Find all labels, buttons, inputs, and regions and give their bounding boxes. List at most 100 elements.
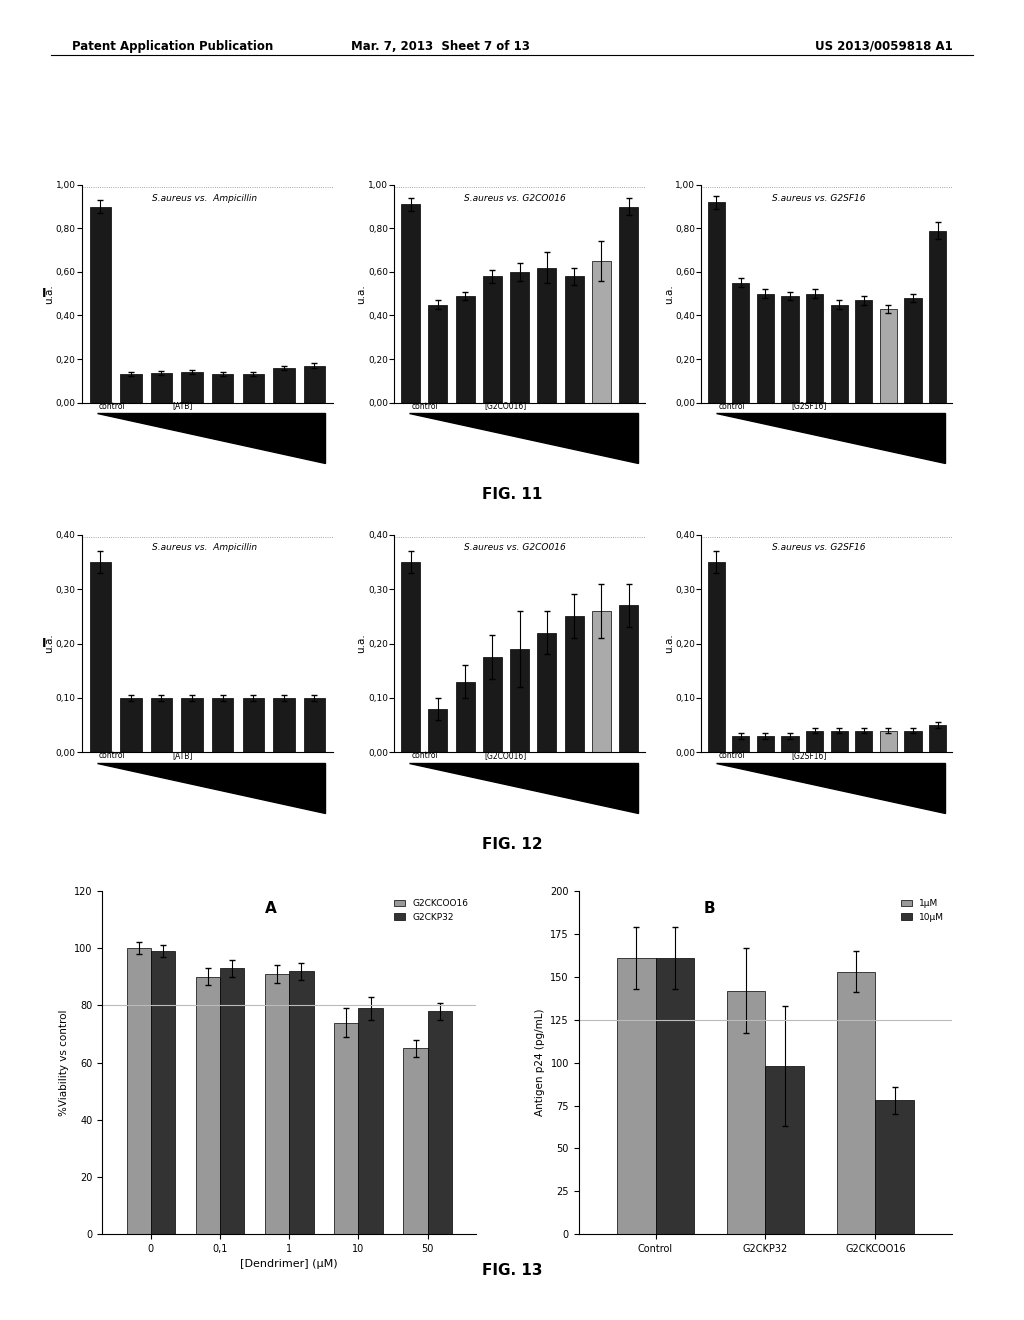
X-axis label: [Dendrimer] (μM): [Dendrimer] (μM) bbox=[241, 1259, 338, 1270]
Bar bbox=[289, 972, 313, 1234]
Bar bbox=[904, 298, 922, 403]
Bar bbox=[243, 698, 264, 752]
Bar bbox=[708, 202, 725, 403]
Bar bbox=[564, 616, 584, 752]
Bar bbox=[89, 562, 111, 752]
Bar bbox=[708, 562, 725, 752]
Text: control: control bbox=[412, 401, 438, 411]
Bar bbox=[334, 1023, 358, 1234]
Bar bbox=[510, 272, 529, 403]
Bar bbox=[428, 709, 447, 752]
Bar bbox=[564, 276, 584, 403]
Bar bbox=[732, 282, 750, 403]
Text: control: control bbox=[719, 751, 745, 760]
Bar bbox=[127, 948, 151, 1234]
Text: [ATB]: [ATB] bbox=[172, 751, 193, 760]
Text: S.aureus vs. G2SF16: S.aureus vs. G2SF16 bbox=[772, 194, 865, 202]
Bar bbox=[483, 276, 502, 403]
Bar bbox=[620, 206, 638, 403]
Bar bbox=[781, 296, 799, 403]
Y-axis label: u.a.: u.a. bbox=[44, 634, 54, 653]
Y-axis label: Antigen p24 (pg/mL): Antigen p24 (pg/mL) bbox=[535, 1008, 545, 1117]
Y-axis label: u.a.: u.a. bbox=[664, 284, 674, 304]
Bar bbox=[830, 305, 848, 403]
Bar bbox=[538, 632, 556, 752]
Bar bbox=[456, 681, 475, 752]
Bar bbox=[120, 698, 141, 752]
Text: FIG. 13: FIG. 13 bbox=[481, 1263, 543, 1278]
Legend: 1μM, 10μM: 1μM, 10μM bbox=[897, 895, 948, 925]
Bar bbox=[358, 1008, 383, 1234]
Text: I: I bbox=[42, 638, 46, 649]
Bar bbox=[243, 375, 264, 403]
Text: control: control bbox=[412, 751, 438, 760]
Bar bbox=[151, 698, 172, 752]
Bar bbox=[837, 972, 876, 1234]
Text: [ATB]: [ATB] bbox=[172, 401, 193, 411]
Bar bbox=[212, 698, 233, 752]
Bar bbox=[538, 268, 556, 403]
Bar bbox=[592, 261, 611, 403]
Bar bbox=[273, 368, 295, 403]
Bar bbox=[757, 294, 774, 403]
Bar bbox=[510, 649, 529, 752]
Text: S.aureus vs. G2CO016: S.aureus vs. G2CO016 bbox=[465, 544, 566, 552]
Bar bbox=[617, 958, 655, 1234]
Bar bbox=[806, 731, 823, 752]
Bar bbox=[304, 366, 326, 403]
Bar bbox=[212, 375, 233, 403]
Bar bbox=[401, 205, 420, 403]
Text: [G2SF16]: [G2SF16] bbox=[792, 401, 827, 411]
Bar bbox=[428, 1011, 452, 1234]
Bar bbox=[592, 611, 611, 752]
Text: control: control bbox=[99, 751, 126, 760]
Bar bbox=[830, 731, 848, 752]
Bar bbox=[904, 731, 922, 752]
Text: FIG. 11: FIG. 11 bbox=[482, 487, 542, 502]
Bar bbox=[273, 698, 295, 752]
Text: Patent Application Publication: Patent Application Publication bbox=[72, 40, 273, 53]
Bar bbox=[428, 305, 447, 403]
Text: [G2CO016]: [G2CO016] bbox=[484, 751, 526, 760]
Bar bbox=[855, 731, 872, 752]
Bar bbox=[483, 657, 502, 752]
Bar bbox=[732, 737, 750, 752]
Bar bbox=[403, 1048, 428, 1234]
Bar bbox=[929, 231, 946, 403]
Bar bbox=[265, 974, 289, 1234]
Text: control: control bbox=[99, 401, 126, 411]
Y-axis label: u.a.: u.a. bbox=[356, 634, 367, 653]
Bar bbox=[765, 1067, 804, 1234]
Text: US 2013/0059818 A1: US 2013/0059818 A1 bbox=[814, 40, 952, 53]
Text: B: B bbox=[703, 902, 715, 916]
Text: control: control bbox=[719, 401, 745, 411]
Y-axis label: u.a.: u.a. bbox=[664, 634, 674, 653]
Bar bbox=[181, 698, 203, 752]
Bar bbox=[196, 977, 220, 1234]
Text: S.aureus vs. G2CO016: S.aureus vs. G2CO016 bbox=[465, 194, 566, 202]
Bar bbox=[120, 375, 141, 403]
Bar bbox=[401, 562, 420, 752]
Bar bbox=[304, 698, 326, 752]
Bar bbox=[151, 374, 172, 403]
Y-axis label: u.a.: u.a. bbox=[356, 284, 367, 304]
Text: [G2CO016]: [G2CO016] bbox=[484, 401, 526, 411]
Bar bbox=[220, 969, 245, 1234]
Bar bbox=[806, 294, 823, 403]
Bar bbox=[89, 206, 111, 403]
Bar bbox=[855, 300, 872, 403]
Bar bbox=[151, 950, 175, 1234]
Bar bbox=[781, 737, 799, 752]
Bar bbox=[880, 309, 897, 403]
Legend: G2CKCOO16, G2CKP32: G2CKCOO16, G2CKP32 bbox=[390, 895, 472, 925]
Bar bbox=[757, 737, 774, 752]
Bar bbox=[181, 372, 203, 403]
Text: S.aureus vs.  Ampicillin: S.aureus vs. Ampicillin bbox=[153, 194, 257, 202]
Bar bbox=[456, 296, 475, 403]
Text: Mar. 7, 2013  Sheet 7 of 13: Mar. 7, 2013 Sheet 7 of 13 bbox=[351, 40, 529, 53]
Text: FIG. 12: FIG. 12 bbox=[481, 837, 543, 851]
Text: [G2SF16]: [G2SF16] bbox=[792, 751, 827, 760]
Y-axis label: %Viability vs control: %Viability vs control bbox=[58, 1010, 69, 1115]
Text: I: I bbox=[42, 288, 46, 300]
Bar bbox=[876, 1101, 913, 1234]
